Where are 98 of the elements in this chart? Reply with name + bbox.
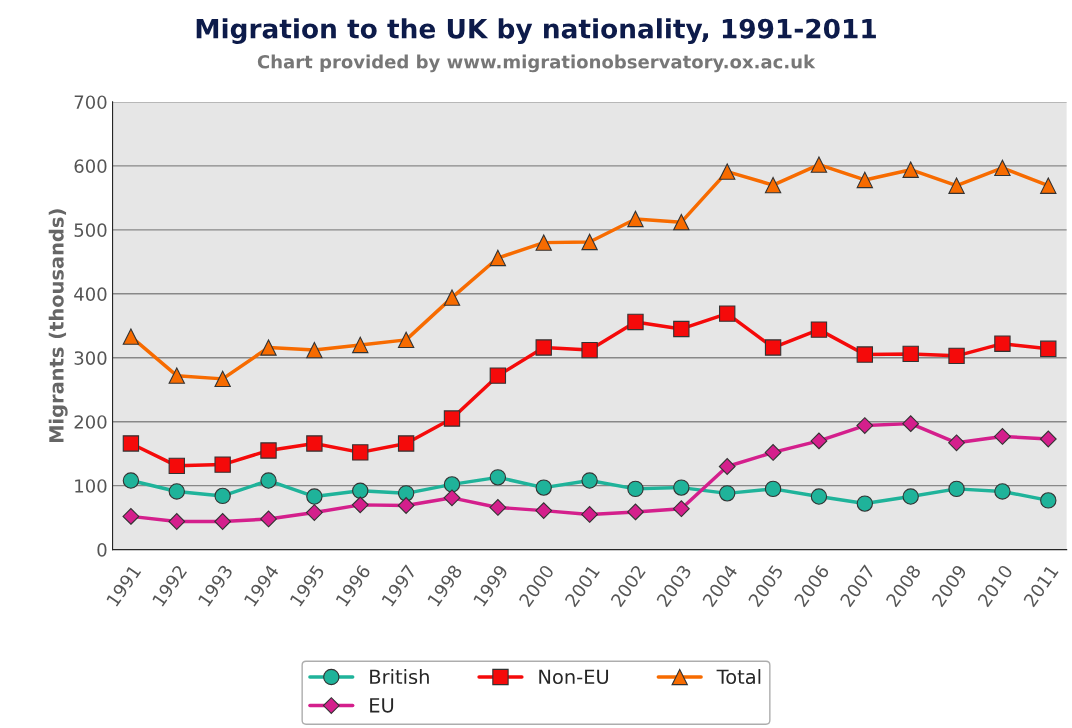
point — [122, 507, 140, 525]
point — [489, 367, 507, 384]
point — [122, 472, 140, 489]
point — [214, 513, 232, 530]
point — [535, 479, 552, 496]
point — [397, 331, 415, 349]
legend-label: EU — [370, 698, 394, 713]
point — [1039, 430, 1057, 448]
y-tick-label: 400 — [74, 287, 107, 301]
point — [214, 456, 231, 473]
point — [260, 472, 277, 489]
point — [902, 345, 919, 363]
point — [122, 328, 140, 345]
point — [764, 339, 782, 356]
point — [168, 483, 185, 500]
point — [856, 417, 874, 434]
point — [719, 163, 736, 180]
y-tick-label: 100 — [75, 479, 107, 493]
point — [489, 499, 507, 516]
point — [306, 488, 323, 505]
y-tick-label: 200 — [74, 415, 107, 429]
point — [168, 513, 186, 530]
point — [948, 177, 965, 194]
point — [994, 483, 1011, 500]
point — [902, 488, 919, 505]
point — [856, 171, 874, 189]
point — [810, 321, 828, 338]
point — [306, 341, 323, 359]
legend-label: Non-EU — [539, 669, 609, 685]
point — [627, 480, 644, 498]
point — [214, 370, 231, 388]
point — [397, 497, 415, 514]
point — [948, 347, 965, 365]
point — [214, 487, 231, 505]
y-tick-label: 700 — [74, 95, 107, 110]
point — [352, 336, 369, 354]
point — [810, 488, 828, 505]
point — [718, 458, 736, 475]
point — [673, 213, 690, 231]
y-tick-label: 300 — [74, 351, 107, 365]
point — [1040, 340, 1057, 357]
point — [352, 444, 369, 461]
point — [260, 442, 277, 459]
point — [810, 432, 828, 450]
point — [305, 504, 323, 521]
point — [489, 249, 507, 267]
point — [260, 339, 277, 356]
point — [443, 289, 461, 306]
point — [994, 159, 1011, 176]
point — [810, 156, 828, 173]
point — [994, 335, 1011, 352]
point — [351, 496, 369, 514]
point — [260, 510, 277, 528]
point — [994, 428, 1011, 445]
legend-label: British — [370, 669, 429, 685]
point — [581, 233, 598, 251]
point — [764, 444, 782, 461]
point — [581, 472, 598, 489]
point — [352, 482, 369, 499]
point — [535, 502, 553, 520]
point — [581, 506, 599, 523]
point — [122, 435, 140, 452]
point — [1040, 177, 1057, 194]
point — [856, 346, 874, 363]
point — [168, 457, 185, 475]
point — [535, 234, 552, 251]
point — [535, 339, 552, 356]
y-axis-title: Migrants (thousands) — [48, 209, 68, 443]
point — [764, 176, 782, 194]
point — [673, 320, 690, 338]
point — [489, 469, 507, 486]
legend-label: Total — [716, 669, 761, 685]
point — [673, 479, 690, 496]
point — [672, 500, 690, 518]
point — [948, 480, 965, 498]
point — [627, 313, 644, 331]
point — [719, 485, 736, 502]
chart-title: Migration to the UK by nationality, 1991-2011 — [196, 18, 876, 44]
point — [764, 480, 782, 498]
point — [443, 410, 461, 427]
point — [306, 435, 323, 452]
point — [719, 305, 736, 322]
point — [902, 415, 920, 433]
y-tick-label: 500 — [74, 223, 107, 237]
point — [902, 161, 919, 178]
point — [1040, 492, 1057, 509]
point — [443, 476, 461, 493]
point — [627, 210, 644, 228]
point — [627, 503, 644, 521]
y-tick-label: 600 — [74, 159, 107, 173]
point — [581, 341, 598, 359]
y-tick-label: 0 — [97, 543, 107, 557]
point — [443, 489, 461, 507]
point — [168, 367, 185, 384]
point — [856, 495, 874, 512]
point — [397, 435, 415, 452]
point — [948, 434, 965, 452]
chart-subtitle: Chart provided by www.migrationobservatory.ox.ac.uk — [257, 54, 816, 73]
